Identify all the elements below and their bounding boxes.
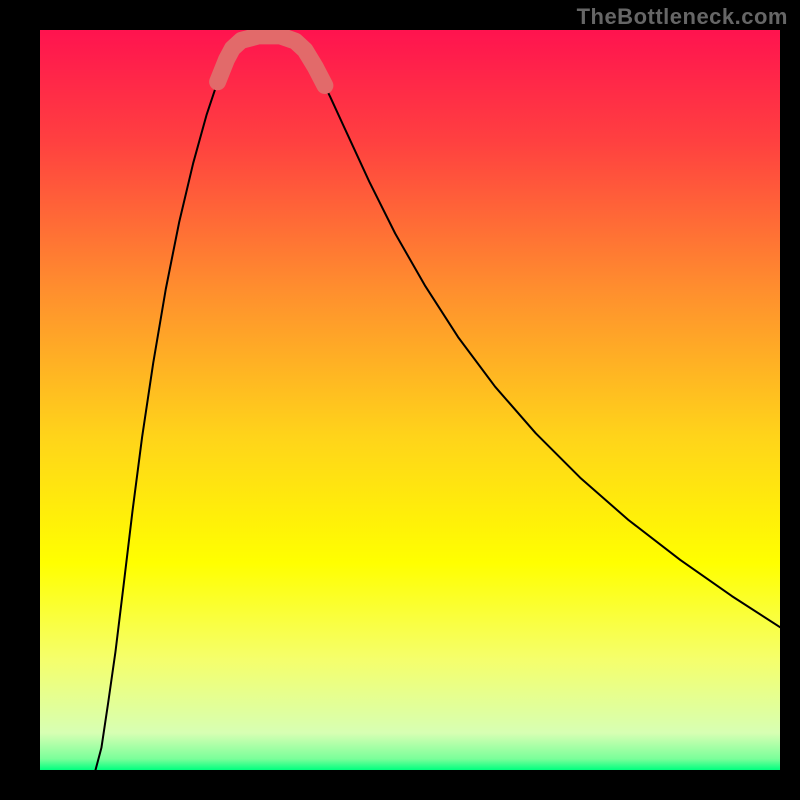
chart-background-gradient (40, 30, 780, 770)
chart-plot-area (40, 30, 780, 770)
bottleneck-curve-chart (40, 30, 780, 770)
watermark-text: TheBottleneck.com (577, 4, 788, 30)
